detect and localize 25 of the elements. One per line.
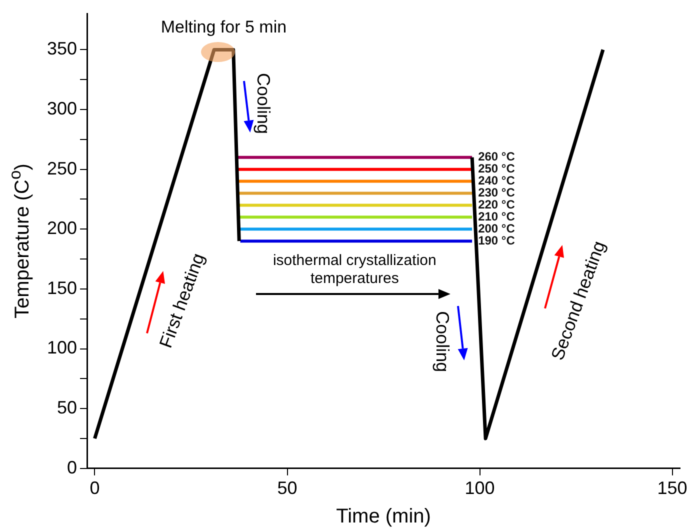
x-axis-title: Time (min) xyxy=(336,506,431,528)
x-tick-label: 50 xyxy=(277,478,298,498)
x-tick-label: 150 xyxy=(657,478,688,498)
series-label: 190 °C xyxy=(478,233,516,248)
x-tick-label: 100 xyxy=(464,478,495,498)
y-tick-label: 0 xyxy=(67,457,78,478)
series-label: 220 °C xyxy=(478,198,516,212)
series-label: 200 °C xyxy=(478,221,516,236)
y-tick-label: 150 xyxy=(46,278,78,298)
y-tick-label: 350 xyxy=(46,38,78,59)
annotation: isothermal crystallization temperatures xyxy=(272,252,436,287)
y-tick-label: 100 xyxy=(46,338,78,358)
annotation: Cooling xyxy=(432,311,452,372)
x-tick-label: 0 xyxy=(90,478,100,498)
series-label: 210 °C xyxy=(478,209,516,224)
y-tick-label: 50 xyxy=(57,398,78,418)
annotation: Cooling xyxy=(253,73,274,134)
y-tick-label: 250 xyxy=(46,158,78,178)
series-label: 230 °C xyxy=(478,186,516,200)
y-tick-label: 300 xyxy=(46,98,78,118)
y-tick-label: 200 xyxy=(46,218,78,238)
series-label: 260 °C xyxy=(478,150,516,164)
annotation: Melting for 5 min xyxy=(160,17,287,36)
series-label: 250 °C xyxy=(478,162,516,176)
series-label: 240 °C xyxy=(478,174,516,188)
